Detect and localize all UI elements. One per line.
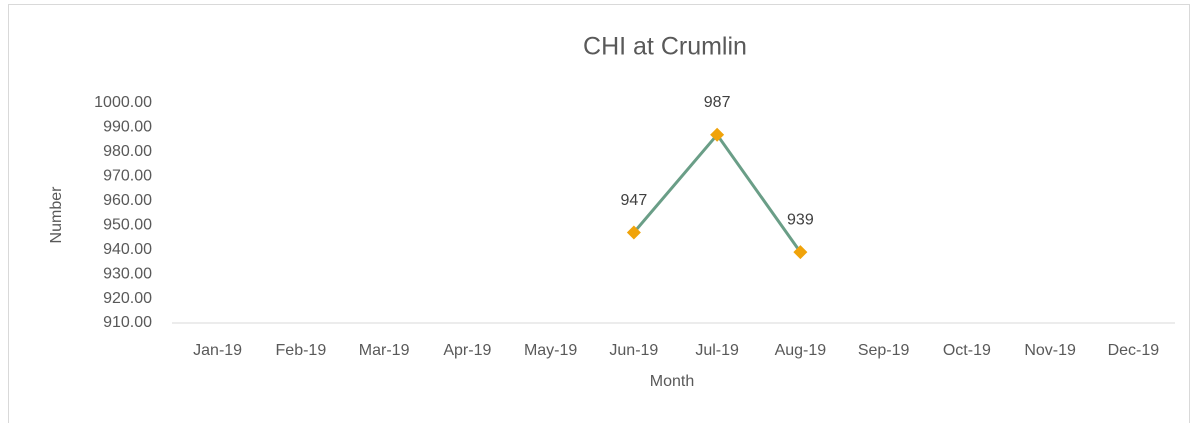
marker (710, 127, 725, 142)
x-tick-label: May-19 (524, 342, 577, 359)
y-tick-label: 980.00 (103, 143, 152, 160)
x-axis-label: Month (650, 373, 694, 390)
y-tick-label: 990.00 (103, 119, 152, 136)
marker (626, 225, 641, 240)
x-tick-label: Jun-19 (609, 342, 658, 359)
data-label: 939 (787, 211, 814, 228)
chart-border (8, 4, 1190, 423)
x-tick-label: Nov-19 (1024, 342, 1076, 359)
y-tick-label: 970.00 (103, 168, 152, 185)
y-tick-label: 1000.00 (94, 94, 152, 111)
series-line (632, 132, 802, 253)
x-tick-label: Dec-19 (1108, 342, 1160, 359)
data-label: 947 (621, 192, 648, 209)
marker (793, 245, 808, 260)
chart-title: CHI at Crumlin (583, 33, 747, 61)
y-tick-label: 960.00 (103, 192, 152, 209)
x-tick-label: Apr-19 (443, 342, 491, 359)
x-tick-label: Oct-19 (943, 342, 991, 359)
y-tick-label: 920.00 (103, 290, 152, 307)
x-tick-label: Jan-19 (193, 342, 242, 359)
data-label: 987 (704, 94, 731, 111)
y-tick-label: 910.00 (103, 314, 152, 331)
y-axis-label: Number (48, 186, 65, 244)
x-tick-label: Jul-19 (695, 342, 739, 359)
x-tick-label: Aug-19 (775, 342, 827, 359)
y-tick-label: 930.00 (103, 265, 152, 282)
x-tick-label: Sep-19 (858, 342, 910, 359)
x-tick-label: Feb-19 (276, 342, 327, 359)
x-tick-label: Mar-19 (359, 342, 410, 359)
y-tick-label: 950.00 (103, 216, 152, 233)
y-tick-label: 940.00 (103, 241, 152, 258)
